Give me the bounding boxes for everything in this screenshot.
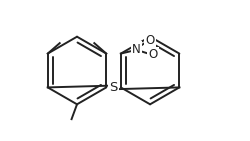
Text: O: O [146,34,155,47]
Text: N: N [132,43,141,56]
Text: O: O [148,48,158,61]
Text: S: S [109,81,118,94]
